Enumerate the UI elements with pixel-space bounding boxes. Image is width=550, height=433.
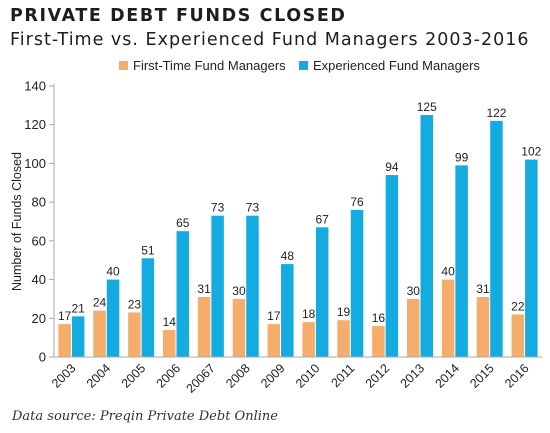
first-time-bar <box>58 324 71 357</box>
x-tick-label: 2005 <box>119 361 149 391</box>
experienced-data-label: 76 <box>350 195 364 209</box>
first-time-bar <box>511 314 525 357</box>
legend-label-experienced: Experienced Fund Managers <box>313 58 480 73</box>
first-time-data-label: 18 <box>302 307 316 321</box>
x-tick-label: 2012 <box>363 361 393 391</box>
first-time-bar <box>337 320 350 357</box>
first-time-bar <box>441 279 455 357</box>
y-tick-label: 80 <box>32 195 46 210</box>
x-tick-label: 2008 <box>223 361 253 391</box>
x-tick-label: 2003 <box>49 361 79 391</box>
first-time-data-label: 31 <box>476 282 490 296</box>
experienced-bar <box>525 159 538 357</box>
y-tick-label: 0 <box>39 350 46 365</box>
experienced-bar <box>71 316 85 357</box>
legend: First-Time Fund Managers Experienced Fund… <box>119 58 480 73</box>
experienced-bar <box>211 215 224 357</box>
y-tick-label: 60 <box>32 233 46 248</box>
experienced-bar <box>490 120 503 357</box>
x-tick-label: 2013 <box>398 361 428 391</box>
first-time-data-label: 14 <box>163 315 177 329</box>
experienced-bar <box>106 279 120 357</box>
first-time-bar <box>407 298 420 357</box>
first-time-data-label: 22 <box>511 299 525 313</box>
x-tick-label: 2009 <box>258 361 288 391</box>
first-time-data-label: 23 <box>128 297 142 311</box>
first-time-bar <box>302 322 315 357</box>
first-time-bar <box>93 310 106 357</box>
experienced-data-label: 21 <box>71 301 85 315</box>
first-time-data-label: 24 <box>93 296 107 310</box>
experienced-bar <box>420 115 433 358</box>
first-time-data-label: 19 <box>337 305 351 319</box>
experienced-data-label: 99 <box>455 150 469 164</box>
experienced-bar <box>455 165 468 357</box>
first-time-bar <box>267 324 281 357</box>
legend-label-first-time: First-Time Fund Managers <box>133 58 286 73</box>
experienced-bar <box>385 175 399 357</box>
first-time-bar <box>128 312 141 357</box>
y-tick-label: 40 <box>32 272 46 287</box>
experienced-bar <box>350 209 364 357</box>
first-time-data-label: 30 <box>232 284 246 298</box>
experienced-bar <box>141 258 155 357</box>
first-time-bar <box>232 298 246 357</box>
x-tick-label: 2004 <box>84 361 114 391</box>
legend-swatch-first-time <box>119 61 128 70</box>
x-tick-label: 2015 <box>467 361 497 391</box>
experienced-data-label: 73 <box>246 201 260 215</box>
experienced-data-label: 67 <box>315 212 329 226</box>
first-time-bar <box>163 329 176 357</box>
y-axis: 0 20 40 60 80 100 120 140 Number of Funds Closed <box>10 79 55 365</box>
x-axis: 2003 2004 2005 2006 20067 2008 2009 2010 2011 201… <box>49 356 542 396</box>
experienced-data-label: 122 <box>486 106 506 120</box>
experienced-data-label: 51 <box>141 243 155 257</box>
first-time-bar <box>372 326 385 357</box>
first-time-bar <box>197 296 211 357</box>
first-time-data-label: 31 <box>197 282 211 296</box>
experienced-data-label: 48 <box>281 249 295 263</box>
y-tick-label: 20 <box>32 311 46 326</box>
first-time-data-label: 17 <box>267 309 281 323</box>
experienced-data-label: 125 <box>417 100 437 114</box>
x-tick-label: 2010 <box>293 361 323 391</box>
x-tick-label: 2014 <box>432 361 462 391</box>
y-tick-label: 100 <box>24 156 46 171</box>
chart-title: PRIVATE DEBT FUNDS CLOSED <box>10 6 347 26</box>
x-tick-label: 20067 <box>183 361 218 396</box>
legend-swatch-experienced <box>299 61 308 70</box>
y-tick-label: 140 <box>24 79 46 94</box>
first-time-bar <box>476 296 490 357</box>
y-axis-title: Number of Funds Closed <box>10 152 24 291</box>
experienced-data-label: 94 <box>385 160 399 174</box>
experienced-data-label: 73 <box>211 201 225 215</box>
bar-chart: First-Time Fund Managers Experienced Fund… <box>10 58 542 396</box>
chart-subtitle: First-Time vs. Experienced Fund Managers… <box>10 30 530 50</box>
x-tick-label: 2006 <box>154 361 184 391</box>
experienced-bar <box>315 227 329 357</box>
experienced-data-label: 65 <box>176 216 190 230</box>
experienced-bar <box>176 231 189 357</box>
first-time-data-label: 16 <box>372 311 386 325</box>
x-tick-label: 2016 <box>502 361 532 391</box>
experienced-data-label: 102 <box>521 145 541 159</box>
first-time-data-label: 17 <box>58 309 72 323</box>
first-time-data-label: 40 <box>441 265 455 279</box>
y-tick-label: 120 <box>24 117 46 132</box>
experienced-bar <box>281 264 294 357</box>
experienced-bar <box>246 215 259 357</box>
first-time-data-label: 30 <box>407 284 421 298</box>
x-tick-label: 2011 <box>328 361 357 390</box>
experienced-data-label: 40 <box>106 265 120 279</box>
data-source-note: Data source: Preqin Private Debt Online <box>12 409 278 424</box>
